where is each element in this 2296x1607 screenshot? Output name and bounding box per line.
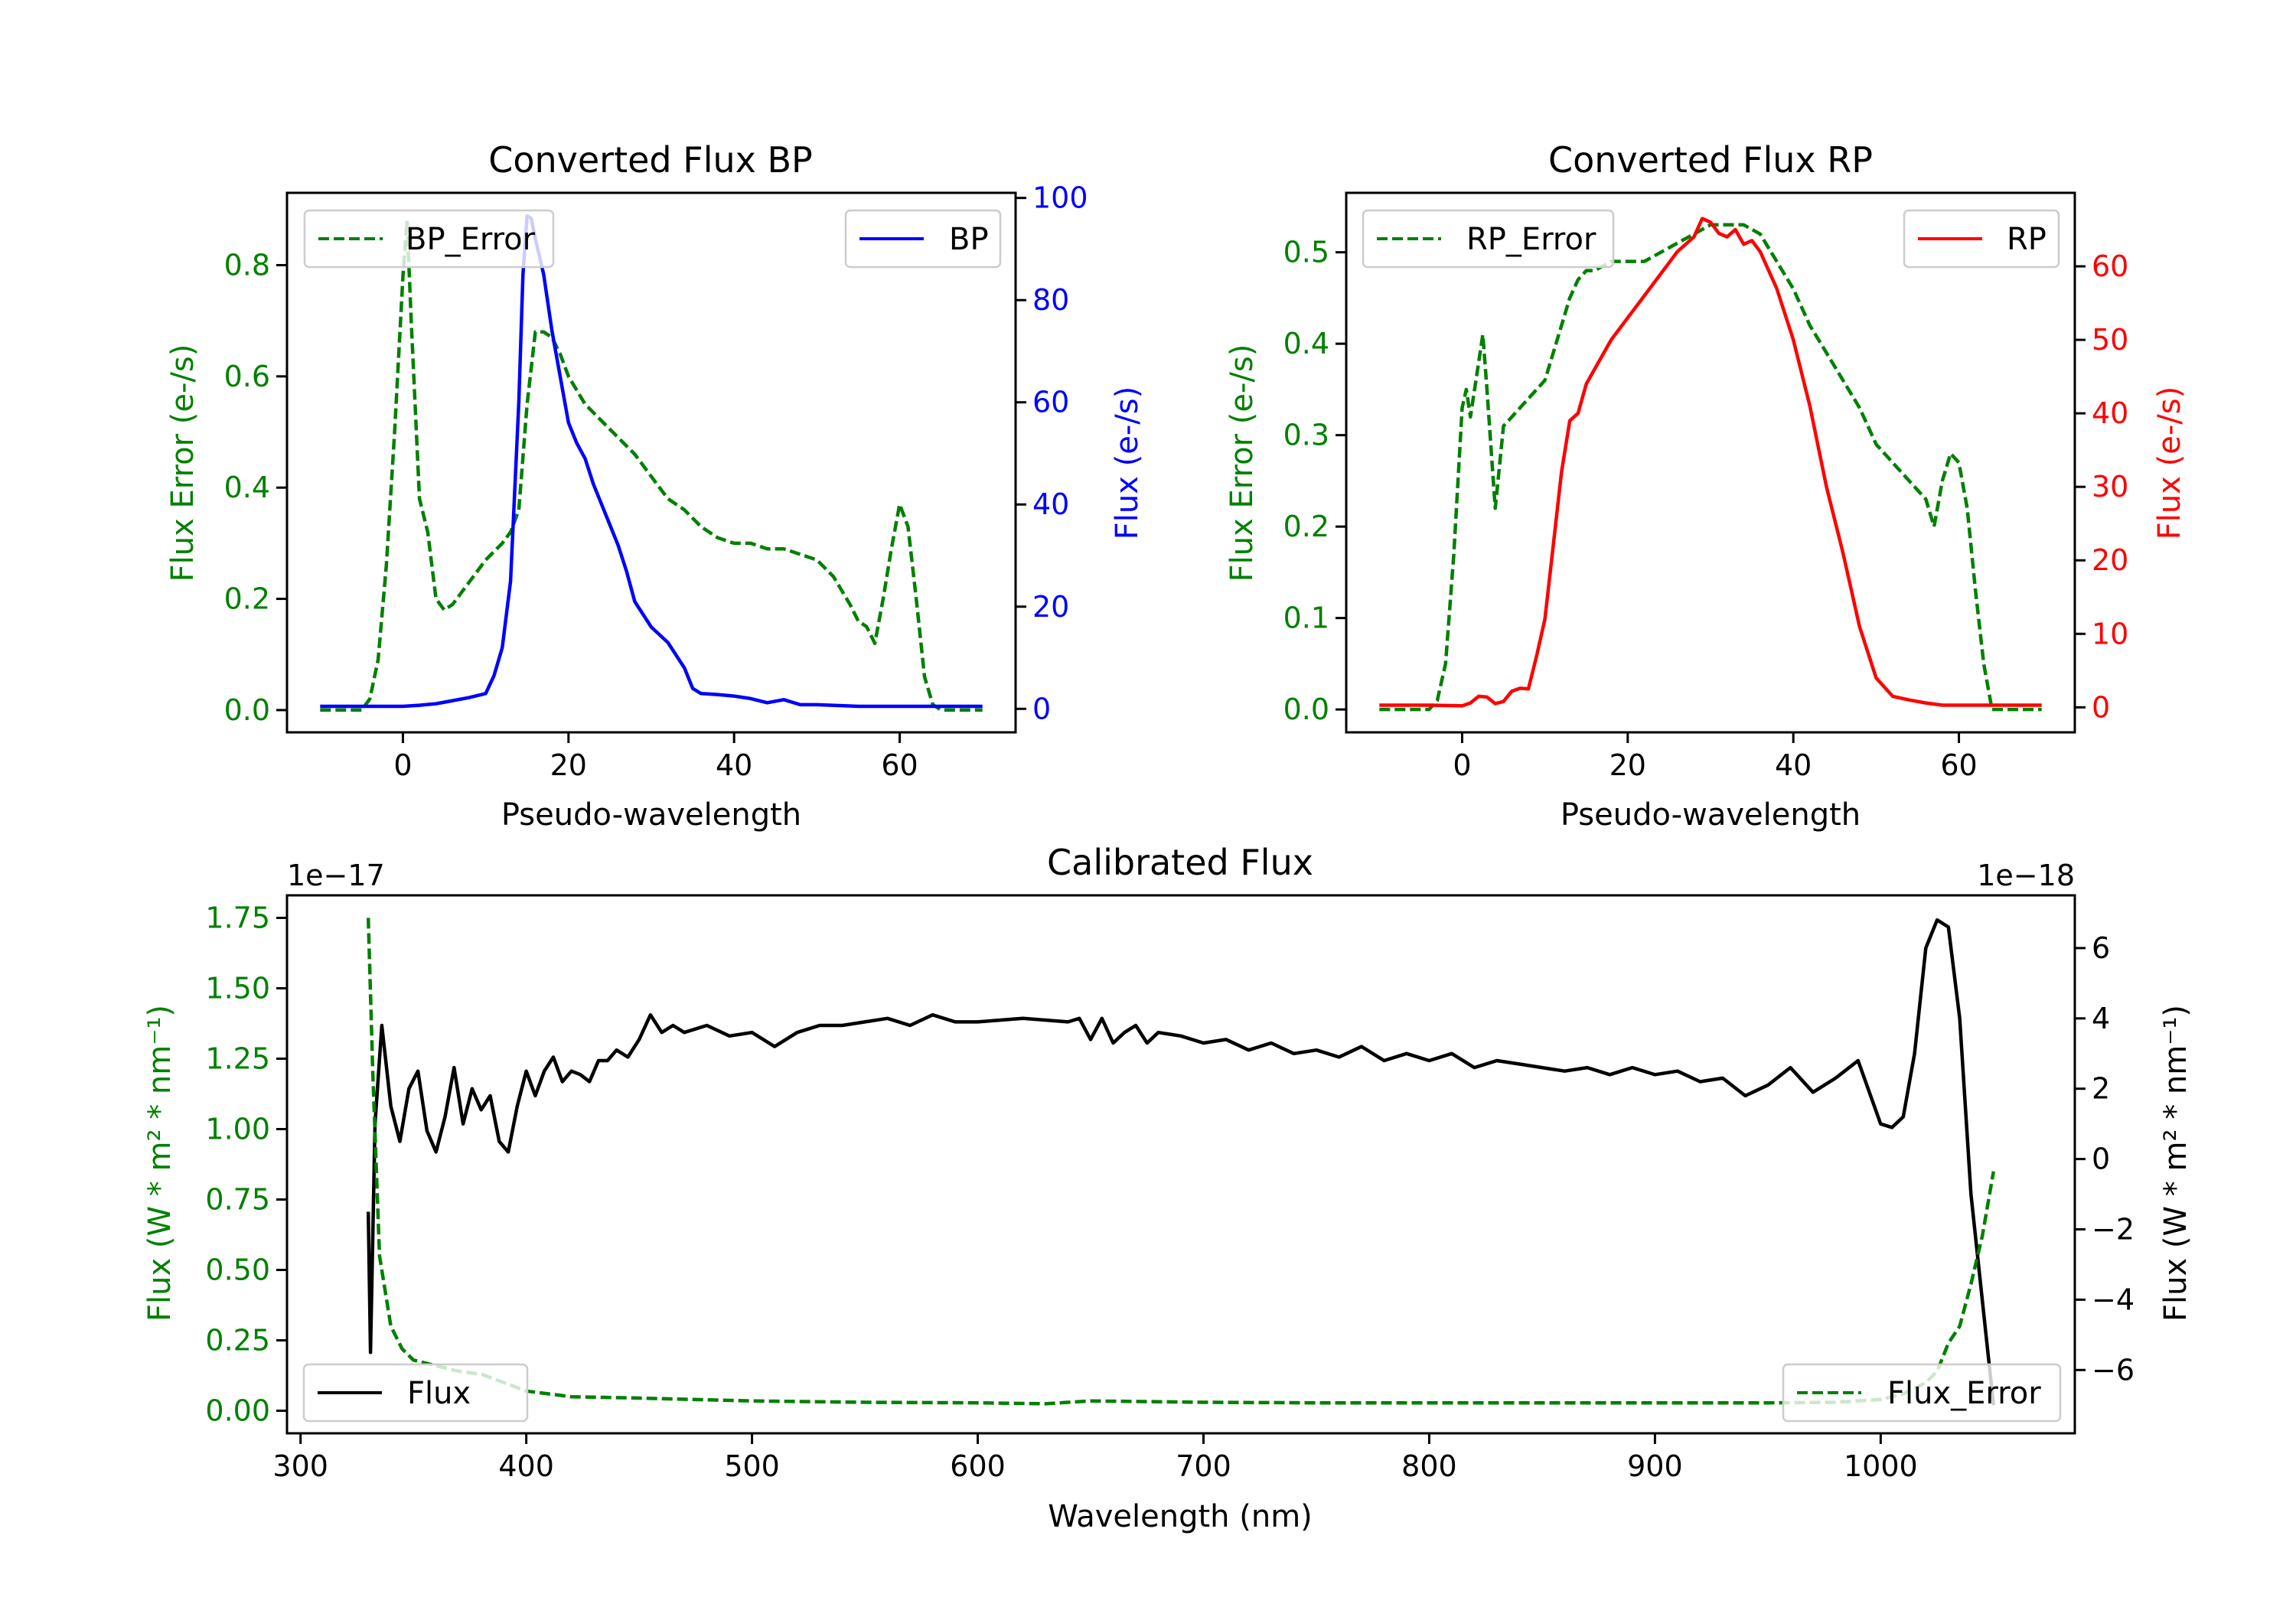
cal-ytick-left-label: 1.25 (205, 1041, 270, 1075)
cal-ytick-left-label: 0.25 (205, 1324, 270, 1358)
cal-ytick-left-label: 0.50 (205, 1253, 270, 1287)
cal-offset-left: 1e−17 (287, 859, 385, 892)
rp-xtick-label: 40 (1775, 748, 1812, 782)
cal-ytick-right-label: 2 (2092, 1072, 2110, 1106)
cal-ytick-right-label: −2 (2092, 1213, 2135, 1247)
rp-ytick-right-label: 0 (2092, 690, 2110, 724)
rp-plot-area: 0 20 40 60 0.0 0.1 0.2 0.3 0.4 0.5 0 10 20 30 40 50 60 (1283, 217, 2128, 782)
rp-legend-flux-label: RP (2007, 222, 2047, 257)
cal-ytick-left-label: 0.00 (205, 1394, 270, 1428)
cal-legend-error-label: Flux_Error (1887, 1376, 2041, 1411)
bp-ytick-left-label: 0.0 (224, 693, 270, 727)
bp-ytick-right-label: 60 (1032, 386, 1069, 419)
bp-plot-area: 0 20 40 60 0.0 0.2 0.4 0.6 0.8 0 20 40 60 80 100 (224, 181, 1088, 782)
bp-ylabel-right: Flux (e-/s) (1110, 386, 1145, 539)
bp-legend-flux-label: BP (949, 222, 989, 257)
rp-ytick-left-label: 0.5 (1283, 236, 1329, 269)
cal-title: Calibrated Flux (1047, 842, 1313, 883)
bp-ytick-right-label: 80 (1032, 283, 1069, 317)
cal-ytick-left-label: 1.75 (205, 901, 270, 934)
bp-frame (285, 191, 1017, 734)
rp-ytick-right-label: 10 (2092, 617, 2128, 650)
cal-ytick-left-label: 1.50 (205, 971, 270, 1005)
bp-legend-error-label: BP_Error (406, 222, 536, 257)
bp-legend-error: BP_Error (303, 209, 555, 269)
bp-xlabel: Pseudo-wavelength (501, 797, 801, 833)
bp-xtick-label: 0 (393, 748, 412, 782)
rp-ytick-right-label: 50 (2092, 323, 2128, 357)
rp-xtick-label: 60 (1940, 748, 1977, 782)
rp-ytick-right-label: 30 (2092, 470, 2128, 504)
rp-series-rp-error (1379, 223, 2042, 712)
cal-plot-area: 300 400 500 600 700 800 900 1000 0.00 0.25 0.50 0.7… (205, 901, 2135, 1483)
cal-ytick-right-label: −4 (2092, 1283, 2135, 1316)
bp-ytick-left-label: 0.8 (224, 248, 270, 282)
cal-ytick-right-label: 4 (2092, 1002, 2110, 1035)
bp-ylabel-left: Flux Error (e-/s) (165, 344, 201, 582)
rp-frame (1345, 191, 2076, 734)
bp-ytick-left-label: 0.6 (224, 360, 270, 393)
rp-ytick-left-label: 0.0 (1283, 693, 1329, 726)
bp-xtick-label: 40 (716, 748, 752, 782)
cal-xlabel: Wavelength (nm) (1048, 1499, 1313, 1534)
cal-ytick-right-label: 0 (2092, 1143, 2110, 1176)
cal-xtick-label: 1000 (1844, 1449, 1918, 1483)
bp-ytick-right-label: 40 (1032, 487, 1069, 521)
rp-ylabel-left: Flux Error (e-/s) (1225, 344, 1260, 582)
cal-ytick-left-label: 1.00 (205, 1112, 270, 1146)
bp-series-bp (320, 214, 983, 709)
cal-panel: Calibrated Flux 1e−17 1e−18 300 400 500 600… (142, 842, 2193, 1534)
cal-frame (285, 894, 2076, 1435)
bp-ytick-right-label: 20 (1032, 590, 1069, 624)
rp-legend-error: RP_Error (1362, 209, 1615, 269)
bp-ytick-left-label: 0.4 (224, 471, 270, 504)
rp-xlabel: Pseudo-wavelength (1561, 797, 1861, 833)
cal-offset-right: 1e−18 (1977, 859, 2075, 892)
rp-series-rp (1379, 217, 2042, 708)
rp-ylabel-right: Flux (e-/s) (2152, 386, 2187, 539)
cal-xtick-label: 400 (498, 1449, 554, 1483)
bp-xtick-label: 60 (881, 748, 918, 782)
bp-panel: Converted Flux BP 0 20 40 60 0.0 0.2 0.4 0.6 0.8… (165, 139, 1145, 833)
cal-xtick-label: 800 (1401, 1449, 1457, 1483)
cal-ylabel-left: Flux (W * m² * nm⁻¹) (142, 1005, 178, 1322)
bp-ytick-right-label: 100 (1032, 181, 1088, 215)
cal-xtick-label: 700 (1176, 1449, 1231, 1483)
rp-ytick-left-label: 0.4 (1283, 327, 1329, 360)
bp-ytick-left-label: 0.2 (224, 582, 270, 616)
rp-ytick-right-label: 60 (2092, 249, 2128, 283)
rp-xtick-label: 0 (1453, 748, 1471, 782)
bp-ytick-right-label: 0 (1032, 692, 1051, 725)
cal-ytick-left-label: 0.75 (205, 1183, 270, 1217)
rp-title: Converted Flux RP (1548, 139, 1873, 181)
rp-xtick-label: 20 (1609, 748, 1646, 782)
rp-legend-flux: RP (1903, 209, 2060, 269)
cal-ytick-right-label: −6 (2092, 1353, 2135, 1387)
rp-ytick-right-label: 40 (2092, 396, 2128, 430)
rp-ytick-left-label: 0.2 (1283, 510, 1329, 543)
rp-ytick-left-label: 0.3 (1283, 419, 1329, 452)
cal-xtick-label: 500 (724, 1449, 780, 1483)
cal-xtick-label: 300 (272, 1449, 328, 1483)
bp-series-bp-error (320, 219, 983, 712)
cal-ytick-right-label: 6 (2092, 931, 2110, 965)
cal-series-flux (366, 918, 1996, 1406)
bp-legend-flux: BP (844, 209, 1002, 269)
bp-xtick-label: 20 (550, 748, 587, 782)
cal-ylabel-right: Flux (W * m² * nm⁻¹) (2158, 1005, 2193, 1322)
bp-title: Converted Flux BP (488, 139, 813, 181)
rp-ytick-left-label: 0.1 (1283, 601, 1329, 635)
cal-xtick-label: 900 (1627, 1449, 1683, 1483)
rp-ytick-right-label: 20 (2092, 543, 2128, 577)
cal-legend-flux: Flux (302, 1363, 529, 1423)
cal-legend-error: Flux_Error (1782, 1363, 2062, 1423)
cal-xtick-label: 600 (950, 1449, 1006, 1483)
rp-legend-error-label: RP_Error (1466, 222, 1596, 257)
cal-legend-flux-label: Flux (407, 1376, 471, 1411)
rp-panel: Converted Flux RP 0 20 40 60 0.0 0.1 0.2 0.3 0.4… (1225, 139, 2187, 833)
